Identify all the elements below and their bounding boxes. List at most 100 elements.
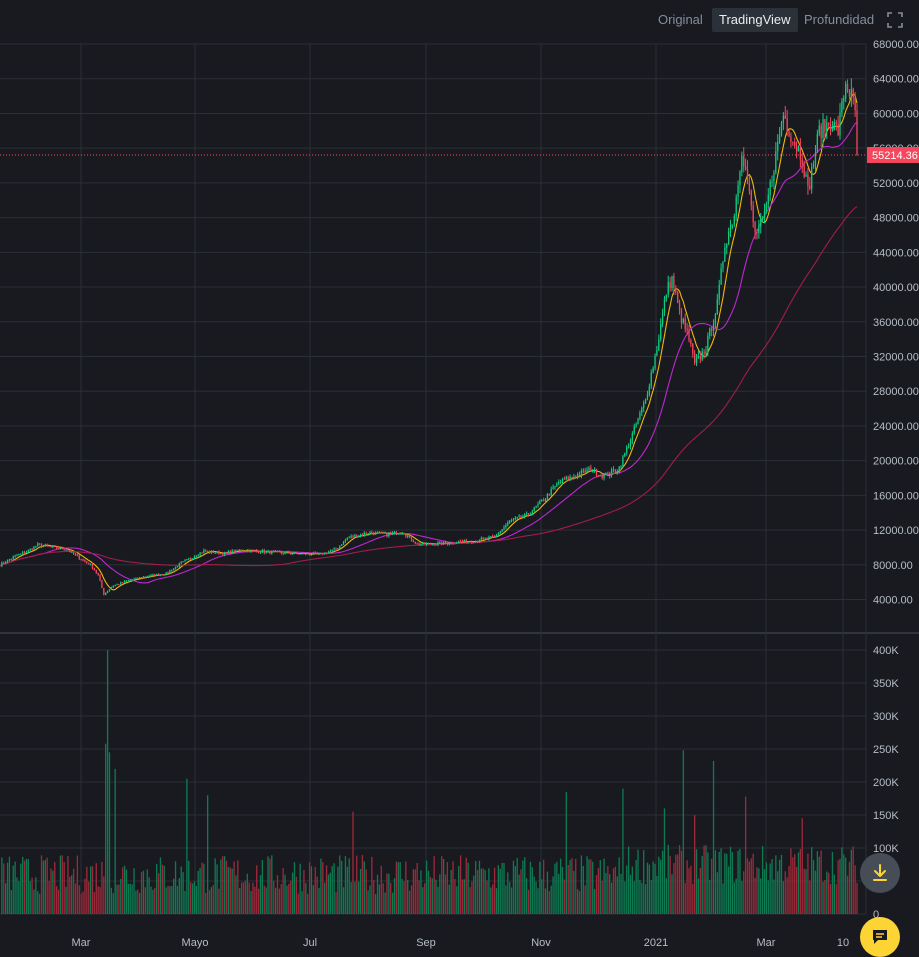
candle-body [607,472,609,476]
candle-body [612,469,615,471]
volume-bar [248,882,250,914]
volume-bar [520,869,522,914]
volume-bar [492,884,494,914]
fullscreen-icon[interactable] [886,11,904,29]
candle-body [839,112,841,136]
volume-bar [273,880,275,914]
candle-body [108,589,111,592]
volume-bar [537,888,539,914]
volume-bar [544,888,547,914]
candle-body [303,553,305,555]
candle-body [624,452,626,457]
tab-profundidad[interactable]: Profundidad [804,12,875,27]
volume-bar [120,878,122,914]
volume-bar [106,650,109,914]
candle-body [465,539,467,543]
candle-body [563,478,566,480]
candle-body [712,323,715,331]
volume-bar [118,884,120,914]
volume-bar [197,870,199,914]
candle-body [680,309,683,323]
candle-body [499,531,501,534]
volume-bar [639,880,641,914]
volume-bar [420,870,422,914]
volume-bar [412,869,415,914]
volume-bar [788,866,790,914]
volume-bar [535,881,537,914]
volume-bar [80,893,82,914]
volume-bar [137,889,139,914]
candle-body [584,470,586,473]
price-tick-label: 60000.00 [873,108,919,120]
scroll-to-latest-button[interactable] [860,853,900,893]
volume-bar [116,884,118,914]
volume-bar [720,848,722,914]
candle-body [261,550,264,553]
candle-body [775,151,777,173]
volume-bar [205,892,207,914]
candle-body [748,183,751,192]
volume-bar [548,890,550,914]
volume-bar [357,881,360,914]
candle-body [646,394,649,400]
volume-bar [542,859,545,914]
candle-body [8,559,11,561]
volume-bar [622,788,624,914]
volume-bar [384,892,386,914]
candle-body [631,433,634,441]
candle-body [359,534,362,536]
volume-bar [256,865,258,914]
candle-body [799,147,802,160]
candle-body [454,543,456,545]
candle-body [288,552,290,554]
volume-bar [48,881,50,914]
volume-bar [703,845,705,914]
tab-tradingview[interactable]: TradingView [712,8,798,32]
candle-body [331,549,333,551]
volume-bar [812,860,815,914]
volume-bar [510,887,513,914]
volume-bar [558,873,560,914]
volume-bar [503,862,505,914]
volume-bar [276,875,279,914]
candle-body [503,527,505,530]
volume-bar [454,879,456,914]
candle-body [237,549,239,551]
volume-bar [374,894,377,914]
price-tick-label: 36000.00 [873,317,919,329]
tab-original[interactable]: Original [658,12,703,27]
candle-body [635,424,637,427]
volume-bar [131,884,133,914]
candle-body [561,478,564,482]
volume-bar [252,882,254,914]
candle-body [29,549,31,551]
candle-body [165,572,167,575]
candle-body [418,543,420,545]
volume-bar [78,885,80,914]
volume-bar [626,865,628,914]
candle-body [694,353,696,364]
volume-bar [576,889,579,914]
volume-bar [822,881,824,914]
volume-bar [509,881,511,914]
volume-bar [331,866,333,914]
candle-body [86,561,88,563]
volume-bar [612,868,615,914]
candle-body [88,562,90,565]
volume-bar [567,865,569,914]
volume-bar [173,878,175,914]
candle-body [403,533,405,535]
candle-body [773,172,775,182]
volume-bar [86,866,88,914]
volume-bar [601,880,603,914]
candle-body [223,551,226,555]
volume-bar [350,882,352,914]
ma-mid-line [0,121,858,584]
volume-bar [459,855,462,914]
volume-bar [582,866,584,914]
volume-bar [554,863,556,914]
candle-body [695,358,698,364]
chat-button[interactable] [860,917,900,957]
volume-bar [771,859,773,914]
